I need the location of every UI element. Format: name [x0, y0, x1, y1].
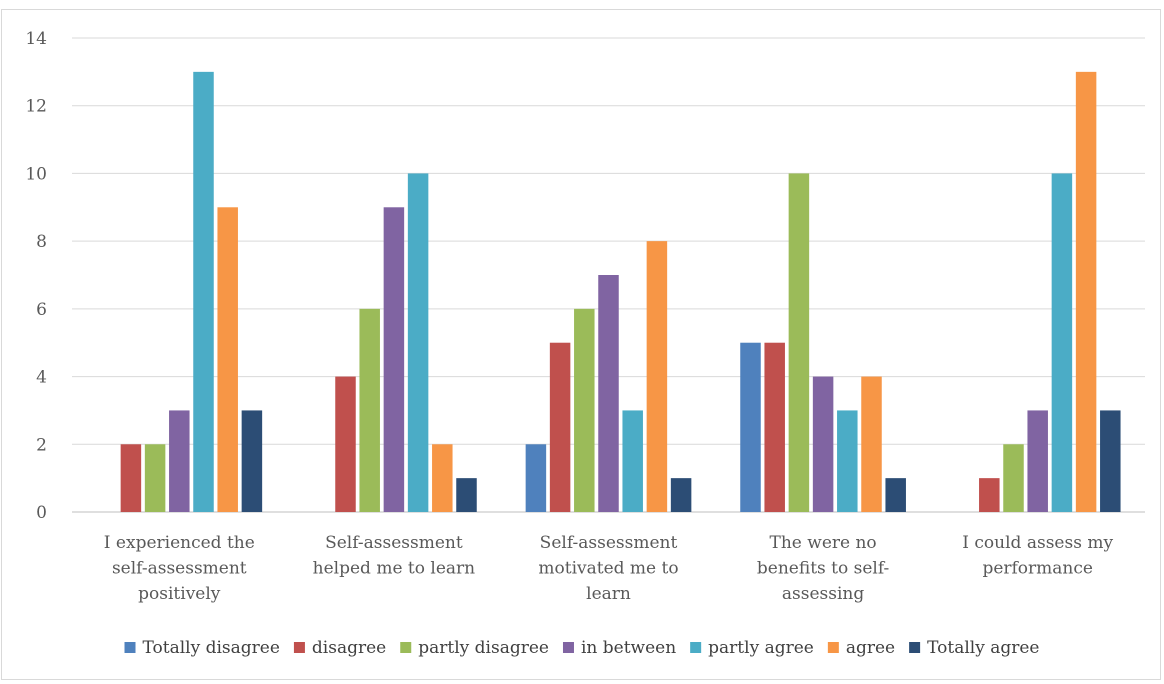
bar: [549, 342, 571, 512]
x-tick-label: helped me to learn: [313, 559, 475, 579]
bar: [598, 275, 619, 512]
legend-label: agree: [846, 638, 895, 658]
bar: [1100, 410, 1121, 512]
y-tick-label: 4: [36, 368, 47, 388]
bar: [407, 173, 429, 512]
legend-swatch: [827, 642, 839, 653]
legend-swatch: [562, 642, 574, 653]
y-tick-label: 12: [25, 97, 47, 117]
bar: [885, 478, 906, 512]
x-tick-label: performance: [982, 559, 1093, 579]
bar: [359, 308, 380, 512]
legend-item: Totally disagree: [124, 638, 280, 658]
bar: [241, 410, 263, 512]
y-tick-label: 0: [36, 503, 47, 523]
bar: [646, 241, 668, 512]
legend-label: Totally disagree: [143, 638, 280, 658]
bar: [217, 207, 238, 513]
bar: [120, 444, 142, 512]
bar: [740, 342, 761, 512]
bar: [169, 410, 190, 512]
legend-label: Totally agree: [927, 638, 1039, 658]
bar: [764, 342, 785, 512]
bar: [1027, 410, 1048, 512]
legend-swatch: [124, 642, 136, 653]
bar: [622, 410, 643, 512]
legend-label: disagree: [312, 638, 386, 658]
legend-swatch: [690, 642, 702, 653]
x-tick-label: learn: [586, 584, 631, 604]
x-tick-label: Self-assessment: [325, 533, 463, 553]
y-tick-label: 2: [36, 435, 47, 455]
x-tick-label: self-assessment: [112, 559, 247, 579]
bar: [670, 478, 692, 512]
bar: [335, 376, 356, 512]
x-tick-label: I experienced the: [104, 533, 255, 553]
bar: [574, 308, 595, 512]
legend-swatch: [400, 642, 412, 653]
legend-item: partly disagree: [400, 638, 549, 658]
legend-item: Totally agree: [909, 638, 1039, 658]
bars: [120, 71, 1121, 513]
legend-label: partly disagree: [418, 638, 549, 658]
y-tick-label: 6: [36, 300, 47, 320]
x-tick-label: assessing: [782, 584, 864, 604]
bar: [788, 173, 810, 512]
x-tick-label: positively: [138, 584, 221, 604]
bar: [525, 444, 547, 512]
legend-item: agree: [827, 638, 895, 658]
x-tick-label: Self-assessment: [540, 533, 678, 553]
legend-label: in between: [581, 638, 676, 658]
x-tick-label: benefits to self-: [757, 559, 889, 579]
y-tick-label: 14: [25, 29, 47, 49]
legend-swatch: [909, 642, 921, 653]
bar: [193, 71, 214, 512]
legend-item: disagree: [293, 638, 386, 658]
bar: [979, 478, 1000, 512]
bar: [456, 478, 477, 512]
legend-item: in between: [562, 638, 676, 658]
legend: Totally disagree disagree partly disagree i…: [124, 638, 1039, 658]
bar: [1003, 444, 1024, 512]
bar: [861, 376, 882, 512]
bar: [812, 376, 834, 512]
y-tick-label: 10: [25, 164, 47, 184]
y-axis-ticks: 0 2 4 6 8 10 12 14: [25, 29, 47, 523]
x-tick-label: The were no: [770, 533, 877, 553]
bar: [144, 444, 166, 512]
legend-label: partly agree: [708, 638, 814, 658]
bar: [837, 410, 858, 512]
x-tick-label: motivated me to: [538, 559, 678, 579]
bar: [1075, 71, 1097, 512]
legend-item: partly agree: [690, 638, 814, 658]
x-axis-labels: I experienced the self-assessment positive…: [104, 533, 1114, 604]
x-tick-label: I could assess my: [962, 533, 1113, 553]
bar: [1051, 173, 1073, 512]
bar: [432, 444, 453, 512]
bar: [383, 207, 405, 513]
y-tick-label: 8: [36, 232, 47, 252]
legend-swatch: [293, 642, 305, 653]
